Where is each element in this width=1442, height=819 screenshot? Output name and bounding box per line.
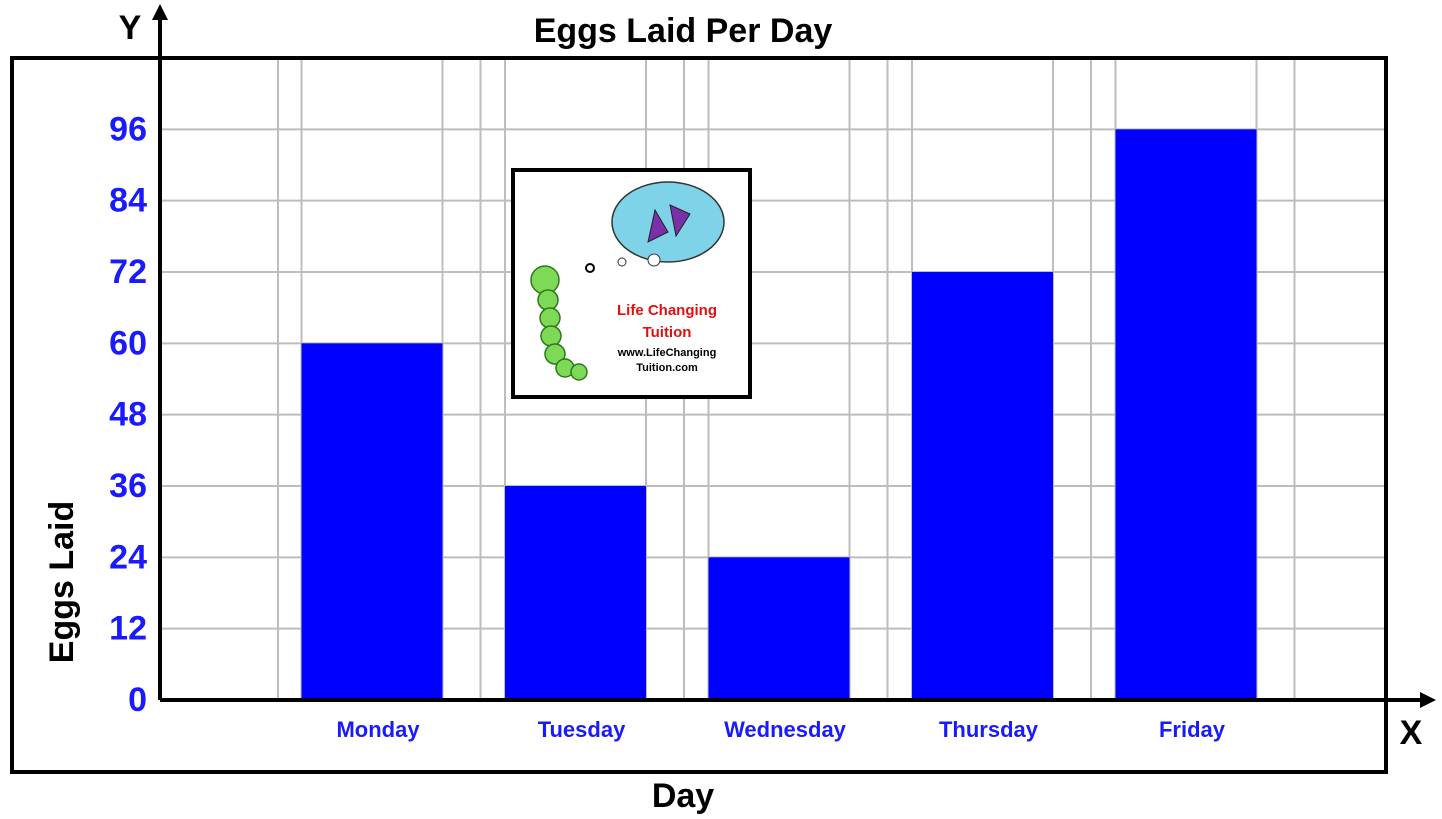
caterpillar [530,265,588,381]
x-tick-label: Tuesday [538,717,626,742]
x-axis-label: Day [652,777,714,815]
y-tick-label: 60 [109,324,147,362]
bubble [585,263,595,273]
x-axis-letter: X [1400,714,1423,752]
y-tick-label: 24 [109,538,147,576]
bubble [647,253,661,267]
x-tick-label: Friday [1159,717,1226,742]
marks: 0 12 24 36 48 60 72 84 96 Monday Tuesday Wednesday T… [109,110,1257,742]
y-tick-label: 96 [109,110,147,148]
y-arrow [152,4,168,20]
x-tick-label: Thursday [939,717,1039,742]
logo: Life Changing Tuition www.LifeChanging T… [511,168,752,399]
y-tick-label: 0 [128,681,147,719]
y-tick-label: 72 [109,253,147,291]
y-tick-label: 48 [109,396,147,434]
logo-text: Life Changing [617,302,717,319]
x-tick-label: Monday [336,717,420,742]
bar [301,343,443,700]
bar [1115,129,1257,701]
y-tick-label: 84 [109,182,147,220]
bar [912,272,1053,700]
thought-bubble [611,181,725,263]
logo-text: Tuition [643,324,692,341]
chart-title: Eggs Laid Per Day [534,12,833,50]
logo-text: www.LifeChanging [617,347,717,359]
bar [505,486,646,700]
y-tick-label: 36 [109,467,147,505]
y-axis-letter: Y [119,9,142,47]
bar [708,557,850,700]
x-arrow [1420,692,1436,708]
x-tick-label: Wednesday [724,717,847,742]
bubble [617,257,627,267]
butterfly [647,204,691,243]
y-axis-label: Eggs Laid [43,501,81,663]
y-tick-label: 12 [109,610,147,648]
logo-text: Tuition.com [636,362,698,374]
frame [10,56,1388,774]
